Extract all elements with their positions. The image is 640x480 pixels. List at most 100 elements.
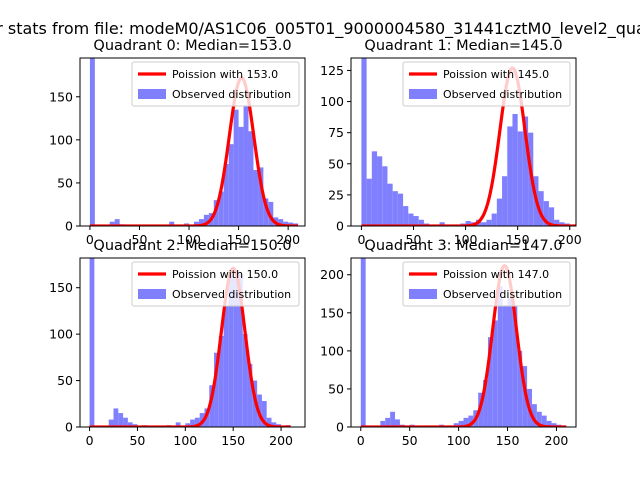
y-tick-label: 150 <box>49 280 73 295</box>
legend: Poission with 145.0 Observed distribution <box>402 61 571 107</box>
legend-bar-swatch <box>409 89 437 99</box>
y-tick-label: 100 <box>320 94 344 109</box>
histogram-bar <box>463 417 469 427</box>
histogram-bar <box>283 221 289 226</box>
histogram-bar <box>512 114 518 226</box>
y-tick-label: 50 <box>57 175 73 190</box>
axes-frame <box>79 57 306 227</box>
histogram-bar <box>492 320 498 427</box>
histogram-bar <box>218 191 224 226</box>
x-tick-label: 50 <box>406 232 422 247</box>
legend-hist-label: Observed distribution <box>172 88 291 101</box>
histogram-bar <box>395 419 400 427</box>
histogram-bar <box>548 207 555 226</box>
histogram-bar <box>551 423 557 427</box>
x-tick-label: 100 <box>454 232 478 247</box>
x-tick-label: 50 <box>129 433 145 448</box>
histogram-bar <box>413 216 419 226</box>
legend-hist-label: Observed distribution <box>443 88 562 101</box>
axes-frame <box>350 257 577 428</box>
x-tick-label: 150 <box>227 232 251 247</box>
y-tick-label: 50 <box>328 381 344 396</box>
legend-bar-swatch <box>409 289 437 299</box>
axes-frame <box>79 257 306 428</box>
histogram-bar <box>190 419 195 427</box>
histogram-bar <box>233 109 239 226</box>
y-tick-label: 150 <box>320 305 344 320</box>
x-tick-label: 100 <box>447 433 471 448</box>
legend-bar-swatch <box>138 289 166 299</box>
histogram-bar <box>169 221 175 226</box>
legend-curve-label: Poission with 153.0 <box>172 68 278 81</box>
histogram-bar <box>237 273 243 427</box>
histogram-bar <box>536 411 542 427</box>
histogram-bar <box>496 198 503 226</box>
histogram-bar <box>382 166 388 226</box>
histogram-bar <box>468 415 474 427</box>
plot-area <box>360 258 567 427</box>
x-tick-label: 100 <box>177 232 201 247</box>
legend-box <box>402 61 571 107</box>
x-tick-label: 200 <box>269 433 293 448</box>
y-tick-label: 0 <box>336 420 344 435</box>
histogram-bar <box>193 221 199 226</box>
y-tick-label: 100 <box>49 327 73 342</box>
histogram-bar <box>377 156 383 226</box>
y-tick-label: 125 <box>320 63 344 78</box>
legend: Poission with 153.0 Observed distribution <box>131 61 300 107</box>
histogram-bar <box>507 126 513 226</box>
x-tick-label: 0 <box>357 433 365 448</box>
histogram-bar <box>238 126 244 226</box>
histogram-bar <box>185 423 191 427</box>
legend-curve-label: Poission with 147.0 <box>443 268 549 281</box>
histogram-bar <box>203 214 209 226</box>
quadrant-0-title: Quadrant 0: Median=153.0 <box>93 38 291 54</box>
histogram-bar <box>109 221 115 226</box>
histogram-bar <box>214 352 219 427</box>
x-tick-label: 150 <box>506 232 530 247</box>
figure-suptitle: Median filter stats from file: modeM0/AS… <box>0 19 640 39</box>
x-tick-label: 50 <box>132 232 148 247</box>
histogram-bar <box>385 417 391 427</box>
y-tick-label: 75 <box>328 125 344 140</box>
plot-area <box>360 58 576 226</box>
legend-hist-label: Observed distribution <box>443 288 562 301</box>
histogram-bar <box>453 423 459 427</box>
histogram-bar <box>89 58 95 226</box>
y-tick-label: 100 <box>49 132 73 147</box>
histogram-bar <box>114 219 120 226</box>
histogram-bar <box>418 219 424 226</box>
x-tick-label: 200 <box>558 232 582 247</box>
histogram-bar <box>266 417 272 427</box>
x-tick-label: 200 <box>545 433 569 448</box>
x-tick-label: 100 <box>173 433 197 448</box>
quadrant-1-title: Quadrant 1: Median=145.0 <box>364 38 562 54</box>
legend-box <box>402 261 571 307</box>
histogram-bar <box>559 222 565 226</box>
y-tick-label: 25 <box>328 187 344 202</box>
histogram-bar <box>481 222 487 226</box>
histogram-bar <box>408 213 414 226</box>
histogram-bar <box>194 417 200 427</box>
histogram-bar <box>242 334 248 427</box>
y-tick-label: 200 <box>320 267 344 282</box>
x-tick-label: 0 <box>357 232 365 247</box>
legend-curve-label: Poission with 145.0 <box>443 68 549 81</box>
histogram-bar <box>263 198 269 226</box>
legend-bar-swatch <box>138 89 166 99</box>
histogram-bar <box>390 411 396 427</box>
histogram-bar <box>248 131 254 226</box>
histogram-bar <box>218 336 224 427</box>
histogram-bar <box>502 305 508 427</box>
histogram-bar <box>366 178 372 226</box>
poisson-curve <box>360 66 576 226</box>
quadrant-0-panel: 0 50 100 150 200 0 50 100 150 Poission with 153.0… <box>49 38 306 247</box>
histogram-bar <box>271 422 277 427</box>
histogram-bar <box>397 193 404 226</box>
histogram-bar <box>371 151 378 226</box>
plot-area <box>88 258 292 427</box>
histogram-bar <box>89 258 95 427</box>
histogram-bar <box>243 105 249 226</box>
histogram-bar <box>261 401 267 427</box>
histogram-bar <box>439 222 445 226</box>
